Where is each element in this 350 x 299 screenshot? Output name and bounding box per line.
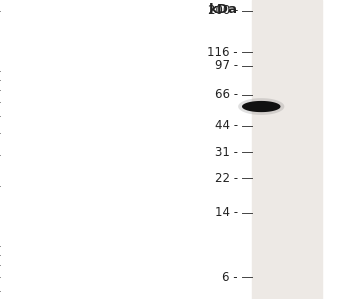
Text: 66 -: 66 -: [215, 89, 238, 101]
Text: 44 -: 44 -: [215, 119, 238, 132]
Text: 31 -: 31 -: [215, 146, 238, 159]
Text: kDa: kDa: [209, 3, 238, 16]
Text: 200 -: 200 -: [208, 4, 238, 17]
Text: 14 -: 14 -: [215, 206, 238, 219]
Text: 97 -: 97 -: [215, 59, 238, 72]
Text: 22 -: 22 -: [215, 172, 238, 185]
Text: 6 -: 6 -: [222, 271, 238, 284]
Text: 116 -: 116 -: [207, 45, 238, 59]
Bar: [252, 0, 322, 299]
